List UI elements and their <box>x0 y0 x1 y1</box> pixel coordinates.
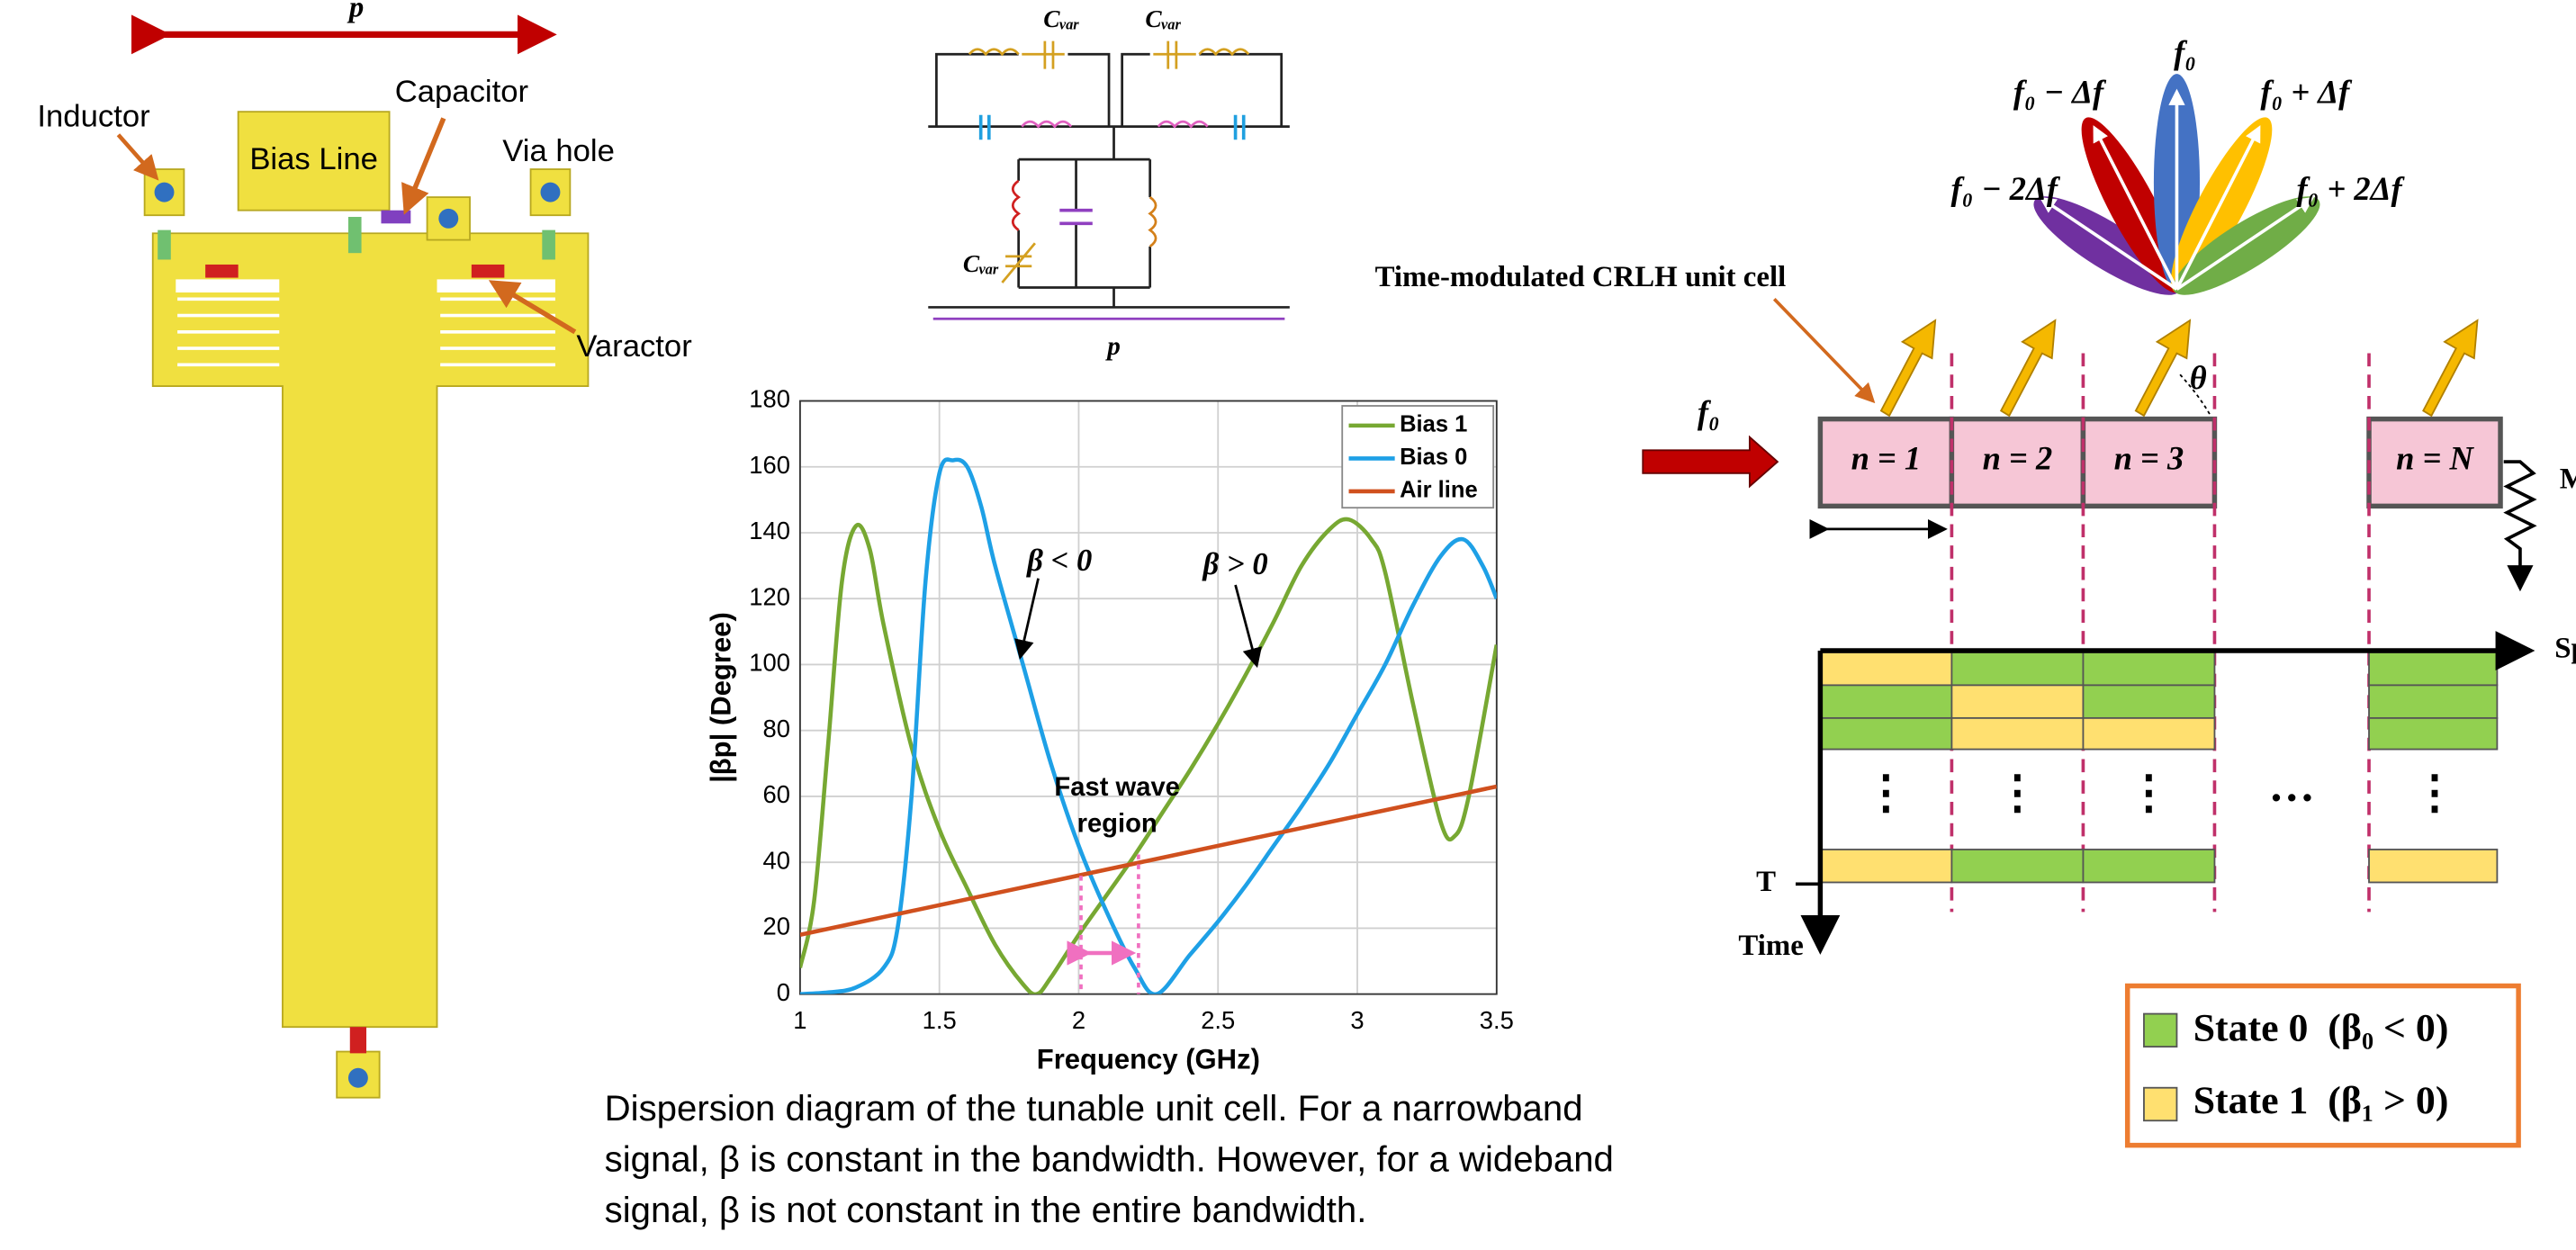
caption: Dispersion diagram of the tunable unit c… <box>605 1088 1614 1230</box>
series-line <box>799 517 1497 994</box>
x-tick-label: 3.5 <box>1480 1006 1514 1034</box>
caption-line: signal, β is not constant in the entire … <box>605 1190 1367 1230</box>
circuit: Cᵥₐᵣ Cᵥₐᵣ Cᵥₐᵣ p <box>928 5 1290 361</box>
y-tick-label: 160 <box>749 451 790 479</box>
pcb-layout: p Inductor Capacitor Bias Line Via hole … <box>37 0 692 1099</box>
series-line <box>799 784 1497 937</box>
hdots: … <box>2269 760 2315 812</box>
legend-label: Bias 0 <box>1400 445 1467 470</box>
unit-cell-label: Time-modulated CRLH unit cell <box>1375 261 1787 293</box>
load-label: M <box>2560 463 2576 496</box>
label: Inductor <box>37 100 149 134</box>
input-label: f₀ <box>1698 393 1720 430</box>
beam-label: f₀ − 2Δf <box>1951 170 2061 207</box>
caption-line: Dispersion diagram of the tunable unit c… <box>605 1088 1583 1129</box>
series-line <box>799 457 1497 994</box>
x-tick-label: 3 <box>1350 1006 1364 1034</box>
y-tick-label: 180 <box>749 385 790 413</box>
x-axis-label: Frequency (GHz) <box>1037 1044 1260 1075</box>
x-tick-label: 1 <box>793 1006 806 1034</box>
vdots: ⋮ <box>1995 767 2040 818</box>
cvar-label: Cᵥₐᵣ <box>1043 5 1079 32</box>
cell-label: n = N <box>2396 439 2474 476</box>
cell-label: n = 1 <box>1851 439 1922 476</box>
annotation: Fast wave <box>1054 773 1180 802</box>
y-tick-label: 0 <box>777 978 790 1006</box>
beam-label: f₀ + Δf <box>2260 73 2353 110</box>
vdots: ⋮ <box>2126 767 2172 818</box>
cell-label: n = 3 <box>2114 439 2184 476</box>
legend-label: Air line <box>1400 478 1478 503</box>
y-tick-label: 20 <box>762 913 789 940</box>
y-tick-label: 40 <box>762 846 789 874</box>
beam-label: f₀ − Δf <box>2013 73 2107 110</box>
beam-label: f₀ + 2Δf <box>2297 170 2406 207</box>
label: Varactor <box>576 329 691 364</box>
x-tick-label: 2 <box>1072 1006 1085 1034</box>
chart-overlay <box>1014 578 1262 994</box>
space-label: Sp <box>2554 633 2576 665</box>
legend-label: Bias 1 <box>1400 412 1467 437</box>
y-tick-label: 60 <box>762 780 789 808</box>
plot-frame <box>798 400 1498 995</box>
y-tick-label: 80 <box>762 715 789 742</box>
state-legend: State 0 (β₀ < 0) <box>2193 1007 2449 1050</box>
x-tick-label: 1.5 <box>923 1006 957 1034</box>
beam-label: f₀ <box>2174 33 2196 70</box>
time-label: Time <box>1738 930 1803 962</box>
p-label: p <box>347 0 364 24</box>
label: Bias Line <box>249 142 378 176</box>
annotation: region <box>1077 809 1157 838</box>
label: Via hole <box>502 134 615 168</box>
modulation-diagram: f₀ f₀ − Δf f₀ + Δf f₀ − 2Δf f₀ + 2Δf Tim… <box>1375 33 2576 1148</box>
cvar-label: Cᵥₐᵣ <box>963 250 999 277</box>
state-legend: State 1 (β₁ > 0) <box>2193 1079 2449 1122</box>
dispersion-chart: 0 20 40 60 80 100 120 140 160 180 1 1.5 2 2.5 3 3.5 Freq… <box>705 385 1514 1075</box>
y-tick-label: 120 <box>749 582 790 610</box>
cell-label: n = 2 <box>1983 439 2053 476</box>
p-label: p <box>1104 332 1121 361</box>
vdots: ⋮ <box>1863 767 1909 818</box>
y-tick-label: 140 <box>749 517 790 544</box>
annotation: β > 0 <box>1201 546 1267 581</box>
label: Capacitor <box>395 75 528 109</box>
annotation: β < 0 <box>1025 543 1092 578</box>
y-axis-label: |βp| (Degree) <box>705 612 736 783</box>
caption-line: signal, β is constant in the bandwidth. … <box>605 1138 1614 1179</box>
angle-label: θ <box>2190 359 2207 396</box>
vdots: ⋮ <box>2411 767 2457 818</box>
cvar-label: Cᵥₐᵣ <box>1145 5 1181 32</box>
t-label: T <box>1756 866 1776 898</box>
y-tick-label: 100 <box>749 649 790 677</box>
x-tick-label: 2.5 <box>1201 1006 1235 1034</box>
